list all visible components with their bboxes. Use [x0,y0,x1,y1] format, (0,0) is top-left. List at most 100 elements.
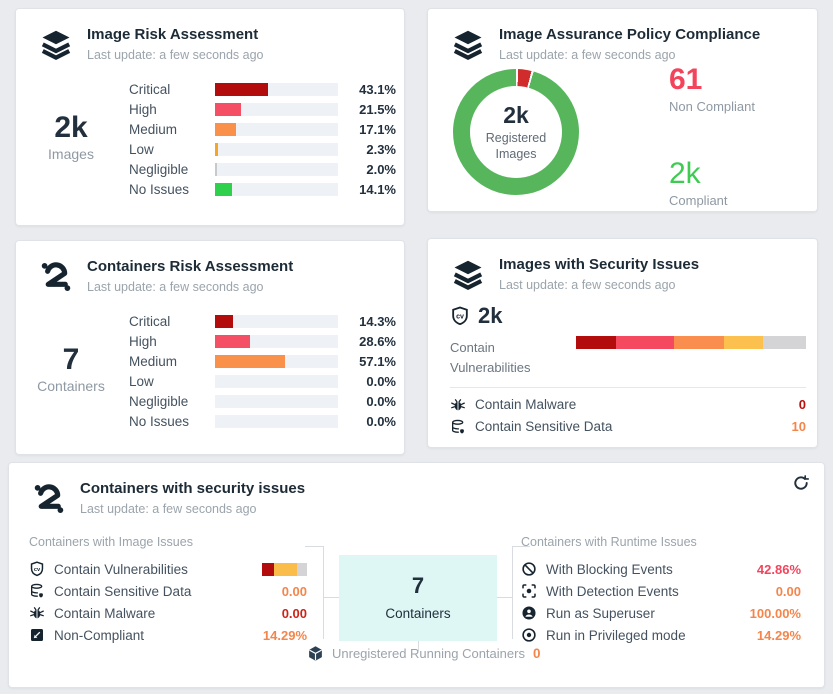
image-issues-list: cv Contain Vulnerabilities Contain Sensiti… [29,558,307,646]
card-images-with-security-issues: Images with Security Issues Last update:… [427,238,818,448]
blocking-icon [521,561,537,577]
db-shield-icon [450,419,466,435]
bar-segment [273,562,298,576]
svg-text:cv: cv [456,313,464,321]
risk-row: No Issues 0.0% [129,414,396,429]
bar-segment [576,336,617,349]
bar-fill [215,123,237,136]
card-header: Images with Security Issues Last update:… [450,256,699,293]
issue-label: With Blocking Events [546,561,673,577]
issue-value: 0.00 [775,583,801,599]
last-update: Last update: a few seconds ago [80,501,257,516]
issue-row: Contain Malware 0.00 [29,602,307,624]
layers-icon [38,27,74,63]
risk-row: Negligible 2.0% [129,162,396,177]
severity-label: Negligible [129,162,189,177]
card-image-assurance-policy-compliance: Image Assurance Policy Compliance Last u… [427,8,818,212]
card-image-risk-assessment: Image Risk Assessment Last update: a few… [15,8,405,226]
card-header: Image Assurance Policy Compliance Last u… [450,26,760,63]
non-compliant-count: 61 [669,63,703,96]
bar-segment [297,562,307,576]
bar-track [215,415,338,428]
issue-label: With Detection Events [546,583,679,599]
vulnerable-images-count: 2k [478,303,503,328]
card-header: Image Risk Assessment Last update: a few… [38,26,264,63]
detection-icon [521,583,537,599]
containers-total: 7 Containers [26,343,116,394]
connector-line [418,641,419,651]
bar-segment [673,336,725,349]
card-title: Images with Security Issues [499,256,700,273]
issue-label: Contain Sensitive Data [475,419,613,434]
severity-label: No Issues [129,182,190,197]
severity-label: Medium [129,354,178,369]
risk-row: Negligible 0.0% [129,394,396,409]
issue-value: 14.29% [756,627,801,643]
bar-fill [215,355,286,368]
severity-percent: 17.1% [359,122,396,137]
bar-fill [215,103,242,116]
severity-label: Low [129,374,154,389]
severity-label: Negligible [129,394,189,409]
card-title: Containers with security issues [80,480,306,497]
issue-row: Run in Privileged mode 14.29% [521,624,801,646]
unregistered-label: Unregistered Running Containers [332,646,525,661]
issue-value: 0.00 [281,583,307,599]
layers-icon [450,27,486,63]
bug-icon [29,605,45,621]
bar-fill [215,143,218,156]
svg-text:cv: cv [34,567,41,573]
risk-row: Low 2.3% [129,142,396,157]
non-compliant-label: Non Compliant [669,99,755,114]
risk-row: High 28.6% [129,334,396,349]
bar-fill [215,335,251,348]
refresh-icon[interactable] [792,474,810,492]
risk-row: Low 0.0% [129,374,396,389]
risk-row: Medium 57.1% [129,354,396,369]
severity-percent: 2.3% [366,142,396,157]
bar-track [215,103,338,116]
runtime-issues-list: With Blocking Events 42.86% With Detection… [521,558,801,646]
severity-label: Low [129,142,154,157]
card-containers-risk-assessment: Containers Risk Assessment Last update: … [15,240,405,455]
containers-icon [31,481,67,517]
registered-images-count: 2k [503,101,529,128]
risk-row: No Issues 14.1% [129,182,396,197]
bar-fill [215,83,268,96]
total-label: Containers [37,378,105,394]
divider [450,387,806,388]
connector-line [512,546,530,547]
risk-row: Critical 43.1% [129,82,396,97]
issue-value: 100.00% [749,605,801,621]
severity-percent: 0.0% [366,374,396,389]
layers-icon [450,257,486,293]
compliant-label: Compliant [669,193,728,208]
bar-track [215,395,338,408]
total-count: 7 [62,343,80,376]
bug-icon [450,397,466,413]
issue-row: cv Contain Vulnerabilities [29,558,307,580]
vulnerable-images-label: Contain Vulnerabilities [450,340,531,376]
card-title: Containers Risk Assessment [87,258,294,275]
containers-count: 7 [411,573,425,598]
issue-row: Contain Sensitive Data 0.00 [29,580,307,602]
compliance-donut-chart: 2k Registered Images [453,69,579,195]
total-label: Images [48,146,94,162]
severity-percent: 0.0% [366,394,396,409]
shield-cv-icon: cv [29,561,45,577]
shield-cv-icon: cv [450,306,470,326]
card-header: Containers Risk Assessment Last update: … [38,258,293,295]
severity-label: Critical [129,82,171,97]
issue-row: Contain Malware 0 [450,396,806,413]
severity-label: High [129,102,157,117]
risk-row: Medium 17.1% [129,122,396,137]
severity-percent: 28.6% [359,334,396,349]
donut-center: 2k Registered Images [470,86,562,178]
total-count: 2k [54,111,88,144]
bar-track [215,355,338,368]
section-heading: Containers with Image Issues [29,535,193,549]
unregistered-count: 0 [532,646,541,661]
severity-percent: 14.1% [359,182,396,197]
bar-track [215,315,338,328]
severity-percent: 43.1% [359,82,396,97]
